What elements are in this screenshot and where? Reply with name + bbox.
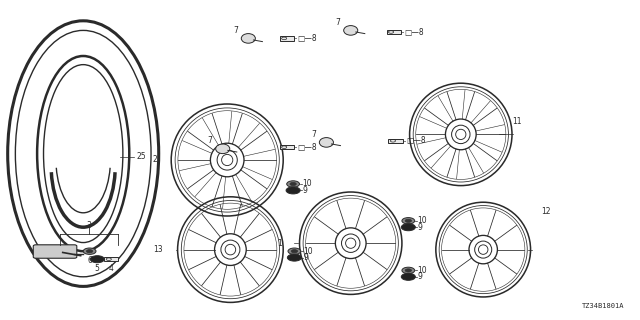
Text: 10: 10 bbox=[417, 216, 427, 225]
Circle shape bbox=[90, 256, 104, 263]
Circle shape bbox=[405, 219, 412, 222]
Circle shape bbox=[405, 269, 412, 272]
Text: 2: 2 bbox=[152, 156, 157, 164]
Ellipse shape bbox=[216, 144, 230, 154]
Text: □—8: □—8 bbox=[404, 28, 424, 36]
Text: 10: 10 bbox=[303, 247, 313, 256]
Circle shape bbox=[291, 250, 298, 253]
Text: 9: 9 bbox=[417, 272, 422, 281]
Text: 7: 7 bbox=[233, 26, 238, 35]
Circle shape bbox=[401, 224, 415, 231]
Text: 10: 10 bbox=[417, 266, 427, 275]
Text: 9: 9 bbox=[302, 186, 307, 195]
Text: 7: 7 bbox=[311, 130, 316, 139]
Text: 4: 4 bbox=[109, 264, 114, 273]
Text: 10: 10 bbox=[302, 180, 312, 188]
FancyBboxPatch shape bbox=[280, 36, 294, 41]
Text: 13: 13 bbox=[154, 245, 163, 254]
Text: □—8: □—8 bbox=[298, 143, 317, 152]
Text: 9: 9 bbox=[303, 253, 308, 262]
Text: 11: 11 bbox=[512, 117, 522, 126]
Text: 12: 12 bbox=[541, 207, 550, 216]
Circle shape bbox=[290, 182, 296, 186]
Text: 5: 5 bbox=[95, 264, 100, 273]
Circle shape bbox=[286, 187, 300, 194]
Circle shape bbox=[86, 250, 93, 253]
Text: 1: 1 bbox=[277, 239, 282, 248]
FancyBboxPatch shape bbox=[33, 245, 77, 258]
Circle shape bbox=[288, 248, 301, 254]
Circle shape bbox=[287, 181, 300, 187]
Text: 7: 7 bbox=[207, 136, 212, 145]
FancyBboxPatch shape bbox=[280, 145, 294, 149]
Text: □—8: □—8 bbox=[298, 34, 317, 43]
FancyBboxPatch shape bbox=[104, 257, 118, 261]
Text: 9: 9 bbox=[417, 223, 422, 232]
Circle shape bbox=[287, 254, 301, 261]
Text: 7: 7 bbox=[335, 18, 340, 27]
Circle shape bbox=[83, 248, 96, 254]
Text: 25: 25 bbox=[136, 152, 146, 161]
Text: 3: 3 bbox=[86, 221, 91, 230]
Ellipse shape bbox=[319, 138, 333, 147]
FancyBboxPatch shape bbox=[387, 30, 401, 34]
FancyBboxPatch shape bbox=[388, 139, 403, 143]
Text: □—8: □—8 bbox=[406, 136, 426, 145]
Ellipse shape bbox=[344, 26, 358, 35]
Circle shape bbox=[402, 267, 415, 274]
Circle shape bbox=[402, 218, 415, 224]
Text: 6: 6 bbox=[87, 256, 92, 265]
Text: TZ34B1801A: TZ34B1801A bbox=[582, 303, 624, 309]
Circle shape bbox=[401, 273, 415, 280]
Ellipse shape bbox=[241, 34, 255, 43]
